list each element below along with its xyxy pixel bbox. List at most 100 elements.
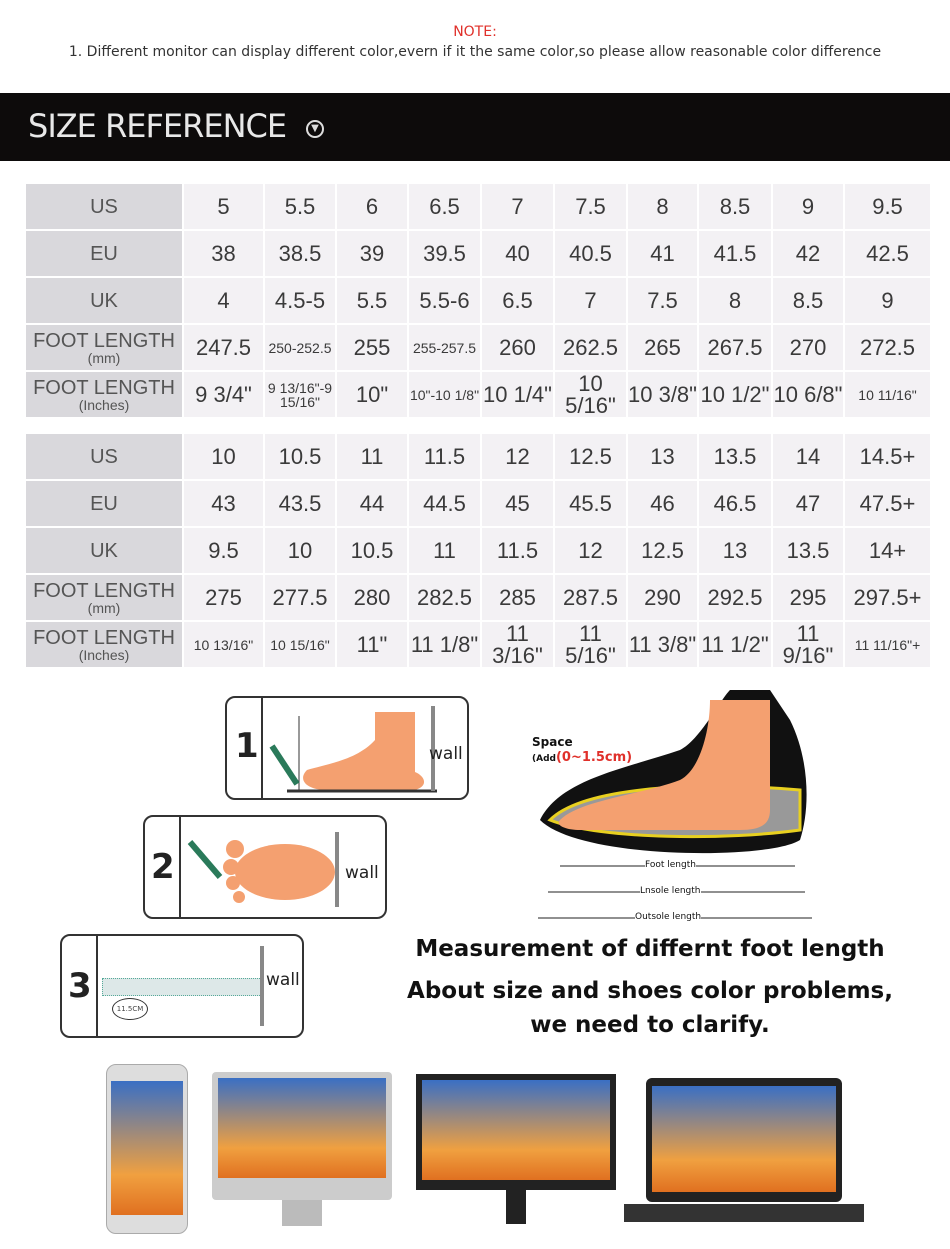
size-cell: 42 — [771, 229, 845, 278]
size-cell: 290 — [626, 573, 699, 622]
size-cell: 46 — [626, 479, 699, 528]
size-cell: 14 — [771, 432, 845, 481]
size-cell: 11 1/8" — [407, 620, 482, 669]
shoe-length-diagram: Space (Add(0~1.5cm) Foot length Lnsole l… — [530, 690, 830, 930]
wall-label: wall — [266, 970, 300, 990]
size-cell: 9 — [843, 276, 932, 325]
size-cell: 270 — [771, 323, 845, 372]
measurement-heading: Measurement of differnt foot length — [415, 936, 885, 962]
size-cell: 45.5 — [553, 479, 628, 528]
size-cell: 45 — [480, 479, 555, 528]
size-cell: 8.5 — [697, 182, 773, 231]
banner-title: SIZE REFERENCE — [28, 107, 287, 145]
size-cell: 10.5 — [263, 432, 337, 481]
size-cell: 6.5 — [480, 276, 555, 325]
size-row: UK 4 4.5-5 5.5 5.5-6 6.5 7 7.5 8 8.5 9 — [24, 276, 932, 325]
size-cell: 13 — [626, 432, 699, 481]
size-cell: 42.5 — [843, 229, 932, 278]
size-cell: 10 11/16" — [843, 370, 932, 419]
wall-label: wall — [345, 863, 379, 883]
size-cell: 10 — [182, 432, 265, 481]
size-cell: 5.5-6 — [407, 276, 482, 325]
step-2-illustration: 2 wall — [143, 815, 387, 919]
size-cell: 8 — [626, 182, 699, 231]
outsole-length-label: Outsole length — [635, 912, 702, 922]
size-cell: 10 5/16" — [553, 370, 628, 419]
size-cell: 7 — [553, 276, 628, 325]
size-cell: 14+ — [843, 526, 932, 575]
foot-side-icon — [269, 706, 437, 793]
size-row: FOOT LENGTH (mm) 275 277.5 280 282.5 285 287.5 2… — [24, 573, 932, 622]
size-cell: 247.5 — [182, 323, 265, 372]
size-cell: 11" — [335, 620, 409, 669]
size-cell: 41.5 — [697, 229, 773, 278]
insole-length-label: Lnsole length — [640, 886, 701, 896]
size-cell: 267.5 — [697, 323, 773, 372]
size-cell: 10 1/2" — [697, 370, 773, 419]
size-reference-banner: SIZE REFERENCE ▼ — [0, 93, 950, 161]
size-row: FOOT LENGTH (Inches) 10 13/16" 10 15/16" 11"… — [24, 620, 932, 669]
step-number: 2 — [151, 847, 175, 887]
clarify-line-1: About size and shoes color problems, — [407, 978, 893, 1004]
note-title: NOTE: — [453, 24, 497, 40]
row-label: US — [24, 182, 184, 231]
size-cell: 10 13/16" — [182, 620, 265, 669]
size-cell: 10 6/8" — [771, 370, 845, 419]
size-cell: 41 — [626, 229, 699, 278]
size-cell: 47.5+ — [843, 479, 932, 528]
size-row: FOOT LENGTH (mm) 247.5 250-252.5 255 255-257.… — [24, 323, 932, 372]
size-cell: 265 — [626, 323, 699, 372]
row-label: EU — [24, 229, 184, 278]
size-cell: 43 — [182, 479, 265, 528]
size-cell: 10 3/8" — [626, 370, 699, 419]
size-row: EU 38 38.5 39 39.5 40 40.5 41 41.5 42 42.5 — [24, 229, 932, 278]
space-range: (0~1.5cm) — [555, 750, 633, 765]
size-cell: 7.5 — [626, 276, 699, 325]
size-cell: 10"-10 1/8" — [407, 370, 482, 419]
ruler-reading: 11.5CM — [112, 998, 148, 1020]
size-cell: 11.5 — [407, 432, 482, 481]
size-cell: 44.5 — [407, 479, 482, 528]
size-cell: 6.5 — [407, 182, 482, 231]
size-cell: 39 — [335, 229, 409, 278]
clarify-line-2: we need to clarify. — [530, 1012, 770, 1038]
row-label: FOOT LENGTH (mm) — [24, 573, 184, 622]
step-number: 3 — [68, 966, 92, 1006]
row-label: UK — [24, 276, 184, 325]
size-row: US 5 5.5 6 6.5 7 7.5 8 8.5 9 9.5 — [24, 182, 932, 231]
size-cell: 11 1/2" — [697, 620, 773, 669]
size-cell: 9 13/16"-9 15/16" — [263, 370, 337, 419]
size-cell: 255 — [335, 323, 409, 372]
size-cell: 10 — [263, 526, 337, 575]
chevron-down-circle-icon: ▼ — [306, 120, 324, 138]
size-cell: 5 — [182, 182, 265, 231]
size-cell: 9.5 — [843, 182, 932, 231]
size-cell: 7.5 — [553, 182, 628, 231]
size-cell: 9 — [771, 182, 845, 231]
size-cell: 4 — [182, 276, 265, 325]
size-cell: 44 — [335, 479, 409, 528]
size-cell: 9.5 — [182, 526, 265, 575]
step-number: 1 — [235, 726, 259, 766]
size-cell: 12.5 — [553, 432, 628, 481]
note-text: 1. Different monitor can display differe… — [68, 44, 882, 60]
size-cell: 292.5 — [697, 573, 773, 622]
size-cell: 11 3/8" — [626, 620, 699, 669]
add-label: (Add — [532, 754, 556, 764]
size-cell: 11 — [407, 526, 482, 575]
size-cell: 272.5 — [843, 323, 932, 372]
size-cell: 282.5 — [407, 573, 482, 622]
size-cell: 8.5 — [771, 276, 845, 325]
phone-image — [106, 1064, 188, 1234]
row-label: FOOT LENGTH (Inches) — [24, 370, 184, 419]
size-cell: 47 — [771, 479, 845, 528]
size-cell: 11.5 — [480, 526, 555, 575]
size-row: UK 9.5 10 10.5 11 11.5 12 12.5 13 13.5 14+ — [24, 526, 932, 575]
size-cell: 250-252.5 — [263, 323, 337, 372]
size-cell: 6 — [335, 182, 409, 231]
size-table-2: US 10 10.5 11 11.5 12 12.5 13 13.5 14 14.5+ EU 43 43.… — [24, 432, 932, 669]
size-row: US 10 10.5 11 11.5 12 12.5 13 13.5 14 14.5+ — [24, 432, 932, 481]
wall-label: wall — [429, 744, 463, 764]
size-cell: 40 — [480, 229, 555, 278]
step-1-illustration: 1 wall — [225, 696, 469, 800]
